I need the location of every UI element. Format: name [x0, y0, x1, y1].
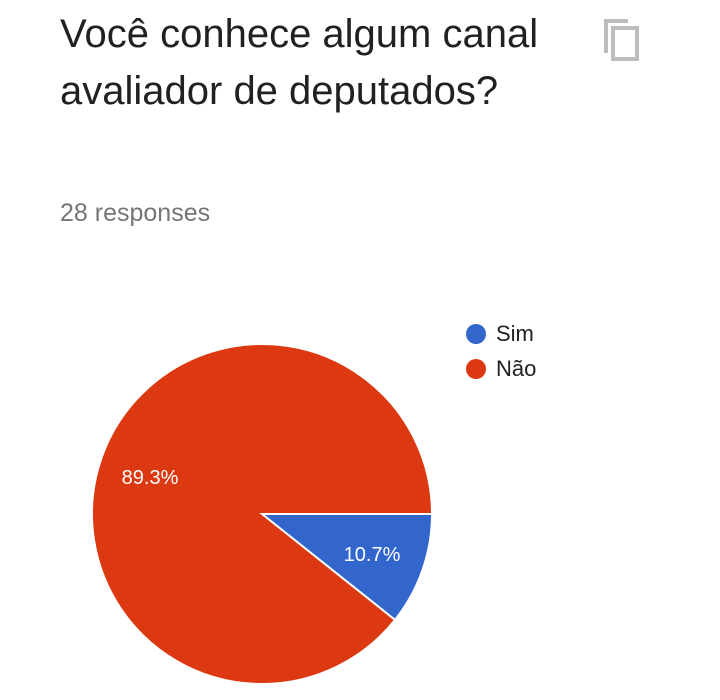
- question-title: Você conhece algum canal avaliador de de…: [60, 12, 539, 113]
- legend-item-nao[interactable]: Não: [466, 351, 536, 386]
- legend-label-sim: Sim: [496, 320, 534, 346]
- chart-legend: Sim Não: [466, 316, 536, 386]
- copy-chart-button[interactable]: [600, 16, 644, 64]
- pie-slice-nao[interactable]: [91, 343, 434, 685]
- legend-item-sim[interactable]: Sim: [466, 316, 536, 351]
- legend-swatch-nao: [466, 358, 486, 379]
- slice-label-nao: 89.3%: [122, 467, 179, 489]
- legend-swatch-sim: [466, 323, 486, 344]
- pie-slice-sim[interactable]: [259, 513, 434, 622]
- response-count: 28 responses: [60, 199, 211, 227]
- copy-icon: [604, 19, 639, 61]
- legend-label-nao: Não: [496, 355, 537, 381]
- slice-label-sim: 10.7%: [344, 544, 401, 566]
